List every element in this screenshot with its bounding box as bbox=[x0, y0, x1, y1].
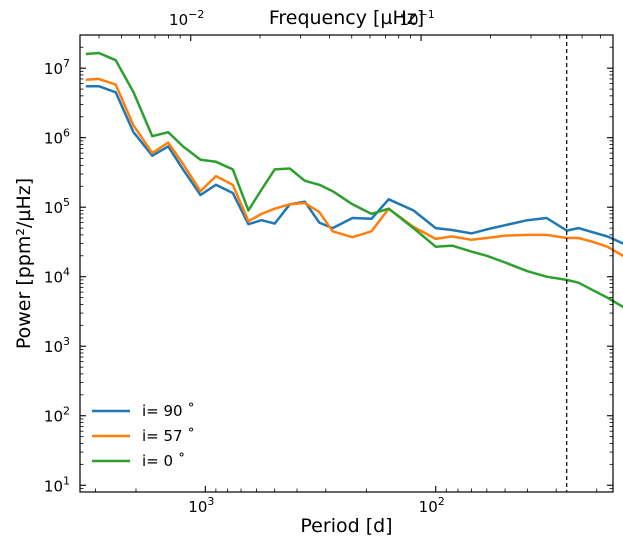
y-tick-label: 104 bbox=[44, 266, 70, 287]
y-tick-label: 107 bbox=[44, 57, 70, 78]
series-line-0 bbox=[85, 84, 623, 245]
top-tick-label: 10−2 bbox=[169, 8, 204, 29]
y-tick-label: 106 bbox=[44, 127, 70, 148]
x-axis-label: Period [d] bbox=[300, 515, 392, 537]
y-tick-label: 102 bbox=[44, 405, 70, 426]
y-axis-label: Power [ppm²/µHz] bbox=[13, 178, 35, 349]
axis-ticks: 10310210110110210310410510610710−210−110… bbox=[44, 8, 613, 516]
legend: i= 90 ˚ i= 57 ˚ i= 0 ˚ bbox=[92, 402, 195, 470]
plot-frame bbox=[79, 34, 614, 493]
series-lines bbox=[85, 51, 623, 309]
x-tick-label: 102 bbox=[419, 495, 445, 516]
series-line-2 bbox=[85, 51, 623, 309]
y-tick-label: 103 bbox=[44, 335, 70, 356]
top-axis-label: Frequency [µHz] bbox=[269, 7, 424, 29]
top-tick-label: 10−1 bbox=[399, 8, 434, 29]
series-line-1 bbox=[85, 77, 623, 258]
y-tick-label: 101 bbox=[44, 474, 70, 495]
legend-label-57: i= 57 ˚ bbox=[142, 427, 195, 445]
legend-label-0: i= 0 ˚ bbox=[142, 452, 185, 470]
legend-label-90: i= 90 ˚ bbox=[142, 402, 195, 420]
y-tick-label: 105 bbox=[44, 196, 70, 217]
x-tick-label: 103 bbox=[188, 495, 214, 516]
